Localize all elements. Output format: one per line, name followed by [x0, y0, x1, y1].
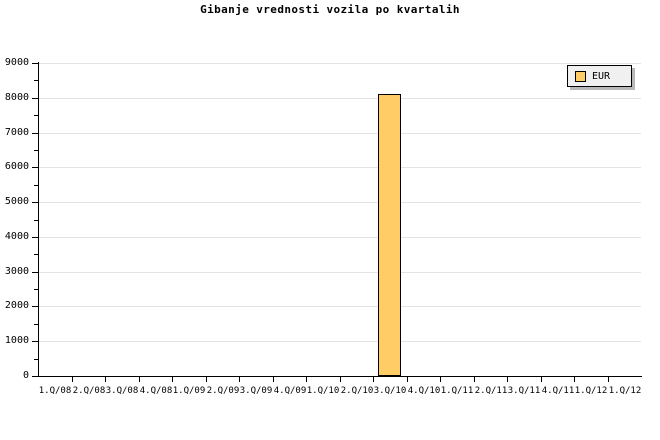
y-axis-label: 2000: [4, 300, 29, 311]
gridline: [38, 98, 641, 99]
x-axis-label: 1.Q/10: [306, 386, 340, 396]
y-axis-tick: [32, 63, 38, 64]
y-axis-tick: [32, 272, 38, 273]
x-axis-label: 2.Q/09: [206, 386, 240, 396]
x-axis-label: 4.Q/09: [273, 386, 307, 396]
y-axis-label: 9000: [4, 57, 29, 68]
x-axis-tick: [440, 377, 441, 382]
gridline: [38, 63, 641, 64]
plot-area: [38, 63, 641, 376]
y-axis-minor-tick: [34, 185, 38, 186]
y-axis-tick: [32, 98, 38, 99]
x-axis-label: 4.Q/08: [139, 386, 173, 396]
y-axis-line: [38, 62, 39, 377]
x-axis-tick: [407, 377, 408, 382]
y-axis-minor-tick: [34, 254, 38, 255]
y-axis-tick: [32, 306, 38, 307]
x-axis-tick: [474, 377, 475, 382]
gridline: [38, 133, 641, 134]
x-axis-label: 1.Q/09: [172, 386, 206, 396]
x-axis-label: 2.Q/08: [72, 386, 106, 396]
y-axis-label: 8000: [4, 92, 29, 103]
x-axis-tick: [72, 377, 73, 382]
y-axis-label: 7000: [4, 127, 29, 138]
x-axis-label: 1.Q/08: [38, 386, 72, 396]
x-axis-label: 2.Q/11: [474, 386, 508, 396]
x-axis-tick: [608, 377, 609, 382]
gridline: [38, 202, 641, 203]
x-axis-tick: [306, 377, 307, 382]
x-axis-label: 4.Q/10: [407, 386, 441, 396]
x-axis-tick: [139, 377, 140, 382]
x-axis-tick: [373, 377, 374, 382]
y-axis-minor-tick: [34, 150, 38, 151]
y-axis-tick: [32, 133, 38, 134]
y-axis-label: 6000: [4, 161, 29, 172]
x-axis-label: 4.Q/11: [541, 386, 575, 396]
y-axis-label: 5000: [4, 196, 29, 207]
y-axis-tick: [32, 376, 38, 377]
y-axis-tick: [32, 202, 38, 203]
y-axis-minor-tick: [34, 324, 38, 325]
y-axis-label: 1000: [4, 335, 29, 346]
x-axis-tick: [172, 377, 173, 382]
x-axis-label: 3.Q/08: [105, 386, 139, 396]
y-axis-minor-tick: [34, 115, 38, 116]
x-axis-tick: [206, 377, 207, 382]
gridline: [38, 167, 641, 168]
x-axis-line: [38, 376, 642, 377]
chart-title: Gibanje vrednosti vozila po kvartalih: [200, 3, 460, 16]
legend-label-eur: EUR: [592, 70, 611, 82]
x-axis-tick: [239, 377, 240, 382]
x-axis-label: 2.Q/10: [340, 386, 374, 396]
x-axis-tick: [541, 377, 542, 382]
gridline: [38, 272, 641, 273]
y-axis-tick: [32, 167, 38, 168]
x-axis-label: 1.Q/12: [608, 386, 642, 396]
y-axis-label: 0: [22, 370, 29, 381]
x-axis-label: 3.Q/11: [507, 386, 541, 396]
x-axis-tick: [507, 377, 508, 382]
legend-swatch-eur: [575, 70, 586, 82]
y-axis-minor-tick: [34, 289, 38, 290]
y-axis-tick: [32, 237, 38, 238]
y-axis-minor-tick: [34, 80, 38, 81]
y-axis-label: 4000: [4, 231, 29, 242]
x-axis-tick: [574, 377, 575, 382]
x-axis-label: 3.Q/10: [373, 386, 407, 396]
x-axis-label: 1.Q/11: [440, 386, 474, 396]
gridline: [38, 341, 641, 342]
chart-legend[interactable]: EUR: [567, 65, 632, 87]
y-axis-minor-tick: [34, 359, 38, 360]
gridline: [38, 237, 641, 238]
y-axis-label: 3000: [4, 266, 29, 277]
gridline: [38, 306, 641, 307]
x-axis-tick: [273, 377, 274, 382]
y-axis-minor-tick: [34, 220, 38, 221]
y-axis-tick: [32, 341, 38, 342]
x-axis-tick: [340, 377, 341, 382]
x-axis-label: 3.Q/09: [239, 386, 273, 396]
bar[interactable]: [378, 94, 401, 376]
x-axis-tick: [105, 377, 106, 382]
x-axis-label: 1.Q/12: [574, 386, 608, 396]
